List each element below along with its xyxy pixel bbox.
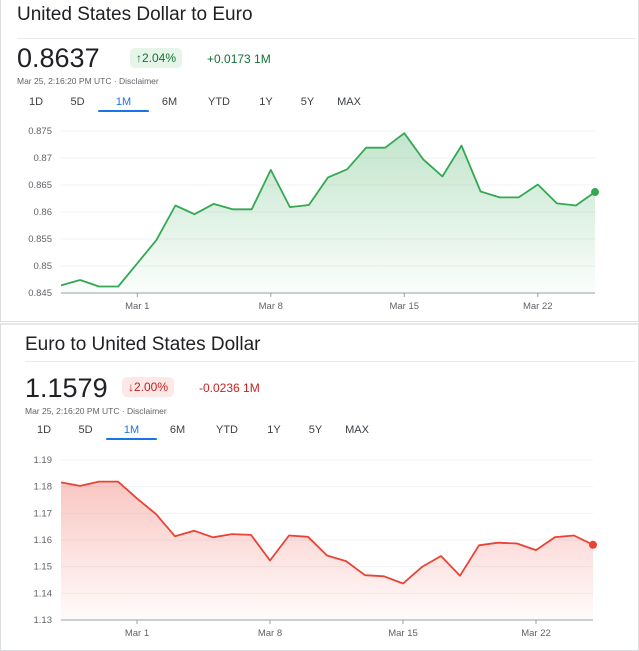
area-fill	[61, 481, 593, 620]
x-tick-label: Mar 15	[388, 628, 418, 639]
y-tick-label: 0.865	[28, 180, 52, 191]
x-tick-label: Mar 22	[521, 628, 551, 639]
y-tick-label: 1.17	[34, 508, 53, 519]
price: 1.1579	[25, 373, 108, 403]
y-tick-label: 1.19	[34, 455, 53, 466]
change-badge: ↓2.00%	[122, 377, 175, 397]
tab-5d[interactable]: 5D	[70, 96, 85, 108]
tab-6m[interactable]: 6M	[169, 424, 186, 436]
x-tick-label: Mar 1	[125, 301, 149, 312]
price-line	[60, 480, 594, 585]
price: 0.8637	[17, 43, 100, 73]
y-tick-label: 1.14	[34, 588, 53, 599]
y-tick-label: 1.18	[34, 482, 53, 493]
tab-5d[interactable]: 5D	[78, 424, 93, 436]
y-tick-label: 1.13	[34, 615, 53, 626]
y-tick-label: 0.86	[34, 207, 53, 218]
eur-usd-card: Euro to United States Dollar 1.1579 ↓2.0…	[0, 323, 639, 651]
tab-5y[interactable]: 5Y	[300, 96, 315, 108]
card-title: Euro to United States Dollar	[25, 334, 261, 355]
price-line	[60, 132, 596, 288]
x-tick-label: Mar 22	[523, 301, 553, 312]
tab-1y[interactable]: 1Y	[259, 96, 273, 108]
y-tick-label: 1.15	[34, 562, 53, 573]
tab-1d[interactable]: 1D	[28, 96, 44, 108]
x-tick-label: Mar 8	[259, 301, 283, 312]
change-amount: +0.0173 1M	[207, 52, 271, 66]
tab-max[interactable]: MAX	[337, 96, 361, 108]
divider	[17, 38, 636, 39]
x-tick-label: Mar 8	[258, 628, 282, 639]
range-tabs: 1D 5D 1M 6M YTD 1Y 5Y MAX	[25, 424, 377, 440]
divider	[25, 361, 636, 362]
tab-max[interactable]: MAX	[345, 424, 369, 436]
tab-5y[interactable]: 5Y	[308, 424, 323, 436]
tab-1y[interactable]: 1Y	[267, 424, 281, 436]
y-tick-label: 0.87	[34, 153, 53, 164]
y-tick-label: 0.85	[34, 261, 53, 272]
y-tick-label: 0.845	[28, 288, 52, 299]
range-tabs: 1D 5D 1M 6M YTD 1Y 5Y MAX	[17, 96, 369, 112]
change-amount: -0.0236 1M	[199, 381, 260, 395]
y-tick-label: 0.855	[28, 234, 52, 245]
y-tick-label: 0.875	[28, 126, 52, 137]
card-title: United States Dollar to Euro	[17, 4, 253, 25]
arrow-up-icon: ↑	[136, 51, 142, 65]
tab-6m[interactable]: 6M	[161, 96, 178, 108]
area-fill	[61, 133, 595, 293]
y-tick-label: 1.16	[34, 535, 53, 546]
timestamp: Mar 25, 2:16:20 PM UTC · Disclaimer	[25, 406, 167, 416]
tab-1d[interactable]: 1D	[36, 424, 52, 436]
tab-ytd[interactable]: YTD	[216, 424, 238, 436]
usd-eur-chart: 0.875 0.87 0.865 0.86 0.855 0.85 0.845 Mar 1 Mar…	[28, 126, 599, 312]
timestamp: Mar 25, 2:16:20 PM UTC · Disclaimer	[17, 76, 159, 86]
tab-1m[interactable]: 1M	[106, 424, 157, 440]
current-point	[589, 540, 597, 549]
eur-usd-chart: 1.19 1.18 1.17 1.16 1.15 1.14 1.13 Mar 1 Mar 8 Ma…	[34, 455, 597, 639]
tab-1m[interactable]: 1M	[98, 96, 149, 112]
usd-eur-card: United States Dollar to Euro 0.8637 ↑2.0…	[0, 0, 639, 322]
tab-ytd[interactable]: YTD	[208, 96, 230, 108]
current-point	[591, 188, 599, 197]
arrow-down-icon: ↓	[128, 380, 134, 394]
x-tick-label: Mar 1	[125, 628, 149, 639]
change-badge: ↑2.04%	[130, 48, 183, 68]
x-tick-label: Mar 15	[389, 301, 419, 312]
